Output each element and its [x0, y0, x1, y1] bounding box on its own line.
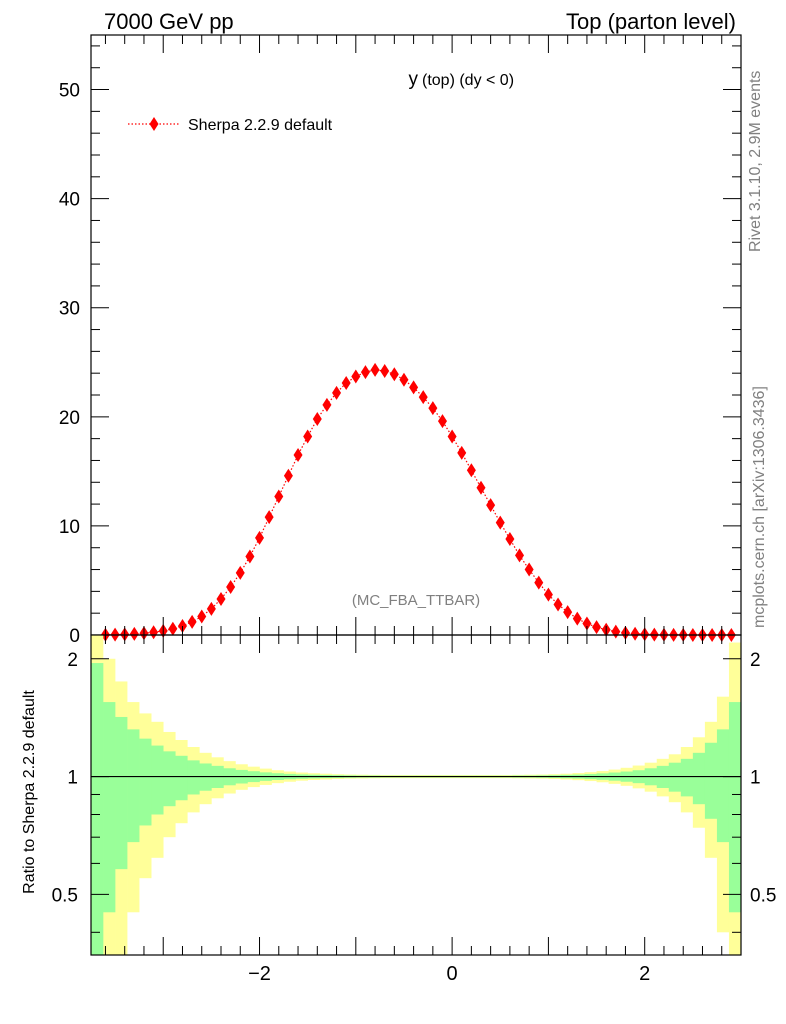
- ratio-band-green: [163, 751, 176, 807]
- data-point: [226, 580, 236, 594]
- data-point: [524, 562, 534, 577]
- data-point: [264, 510, 274, 525]
- ratio-band-green: [668, 762, 682, 792]
- data-point: [495, 515, 505, 530]
- data-point: [563, 605, 573, 620]
- legend-label: Sherpa 2.2.9 default: [188, 117, 333, 134]
- x-tick-label: 2: [639, 963, 650, 985]
- data-point: [457, 445, 467, 460]
- data-point: [370, 362, 380, 377]
- data-point: [476, 480, 486, 495]
- data-point: [351, 369, 361, 384]
- ratio-band-green: [127, 729, 140, 843]
- data-point: [486, 498, 496, 513]
- header-right-label: Top (parton level): [566, 9, 736, 34]
- data-point: [149, 625, 159, 640]
- ratio-band-green: [716, 729, 730, 843]
- data-point: [505, 532, 515, 546]
- ratio-y-tick-label: 2: [750, 650, 761, 671]
- y-tick-label: 0: [69, 626, 80, 647]
- data-point: [341, 376, 351, 390]
- data-point: [187, 614, 197, 629]
- data-point: [129, 626, 139, 641]
- data-point: [553, 597, 563, 612]
- ratio-band-green: [728, 702, 742, 913]
- data-point: [572, 611, 582, 626]
- legend: Sherpa 2.2.9 default: [128, 117, 333, 134]
- data-point: [360, 365, 370, 380]
- data-point: [332, 385, 342, 400]
- ratio-y-axis-label: Ratio to Sherpa 2.2.9 default: [21, 690, 38, 894]
- data-point: [428, 401, 438, 416]
- rivet-label: Rivet 3.1.10, 2.9M events: [747, 71, 764, 252]
- ratio-band-green: [175, 755, 188, 801]
- data-point: [216, 592, 226, 606]
- data-point: [515, 548, 525, 563]
- main-panel: 0 10 20 30 40 50 y (top) (dy < 0) (MC_FBA_TTB…: [59, 34, 742, 647]
- ratio-axis-ticks: 0.5 0.5 1 1 2 2 −2 0 2: [52, 635, 776, 985]
- data-point: [630, 626, 640, 641]
- plot-title-sub: (top) (dy < 0): [422, 72, 514, 89]
- ratio-band-green: [187, 760, 200, 795]
- ratio-band-green: [680, 758, 694, 797]
- data-point: [611, 624, 621, 639]
- data-point: [582, 616, 592, 631]
- ratio-y-tick-label: 1: [67, 768, 78, 789]
- data-point: [206, 601, 216, 616]
- ratio-band-green: [704, 742, 718, 819]
- main-series-layer: [100, 362, 736, 642]
- y-tick-label: 20: [59, 408, 80, 429]
- data-point: [399, 372, 409, 387]
- ratio-band-green: [103, 702, 116, 913]
- data-point: [283, 468, 293, 483]
- data-point: [447, 429, 457, 444]
- ratio-band-green: [91, 663, 104, 955]
- mcplots-label: mcplots.cern.ch [arXiv:1306.3436]: [751, 386, 768, 628]
- ratio-y-tick-label: 1: [750, 768, 761, 789]
- data-point: [380, 364, 390, 378]
- x-tick-label: −2: [248, 963, 271, 985]
- data-point: [389, 367, 399, 382]
- data-point: [543, 587, 553, 602]
- y-tick-label: 50: [59, 81, 80, 102]
- data-point: [437, 414, 447, 429]
- watermark-label: (MC_FBA_TTBAR): [352, 592, 480, 609]
- ratio-y-tick-label: 0.5: [750, 885, 776, 906]
- data-point: [235, 565, 245, 580]
- y-tick-label: 30: [59, 299, 80, 320]
- data-point: [409, 380, 419, 395]
- ratio-panel: 0.5 0.5 1 1 2 2 −2 0 2 Ratio to Sherpa 2.2.9 def…: [21, 634, 776, 985]
- data-point: [322, 397, 332, 412]
- ratio-frame: [90, 634, 742, 956]
- data-point: [466, 463, 476, 478]
- data-point: [312, 412, 322, 426]
- data-point: [534, 575, 544, 590]
- ratio-y-tick-label: 2: [67, 650, 78, 671]
- y-tick-label: 10: [59, 517, 80, 538]
- data-point: [177, 618, 187, 633]
- ratio-band-green: [139, 738, 152, 826]
- data-point: [274, 489, 284, 504]
- data-point: [197, 609, 207, 624]
- data-point: [168, 621, 178, 636]
- ratio-bands-layer: [91, 635, 742, 955]
- ratio-y-tick-label: 0.5: [52, 885, 78, 906]
- data-point: [245, 549, 255, 564]
- data-point: [303, 429, 313, 444]
- data-point: [293, 448, 303, 462]
- header-left-label: 7000 GeV pp: [104, 9, 234, 34]
- y-tick-label: 40: [59, 190, 80, 211]
- data-point: [255, 530, 265, 545]
- x-tick-label: 0: [447, 963, 458, 985]
- legend-marker: [149, 117, 159, 131]
- data-point: [592, 620, 602, 635]
- ratio-band-green: [115, 716, 128, 870]
- main-axis-ticks: 0 10 20 30 40 50: [59, 35, 741, 647]
- plot-title-main: y: [409, 69, 419, 90]
- ratio-band-green: [692, 752, 706, 805]
- ratio-band-green: [151, 745, 164, 815]
- data-point: [418, 390, 428, 405]
